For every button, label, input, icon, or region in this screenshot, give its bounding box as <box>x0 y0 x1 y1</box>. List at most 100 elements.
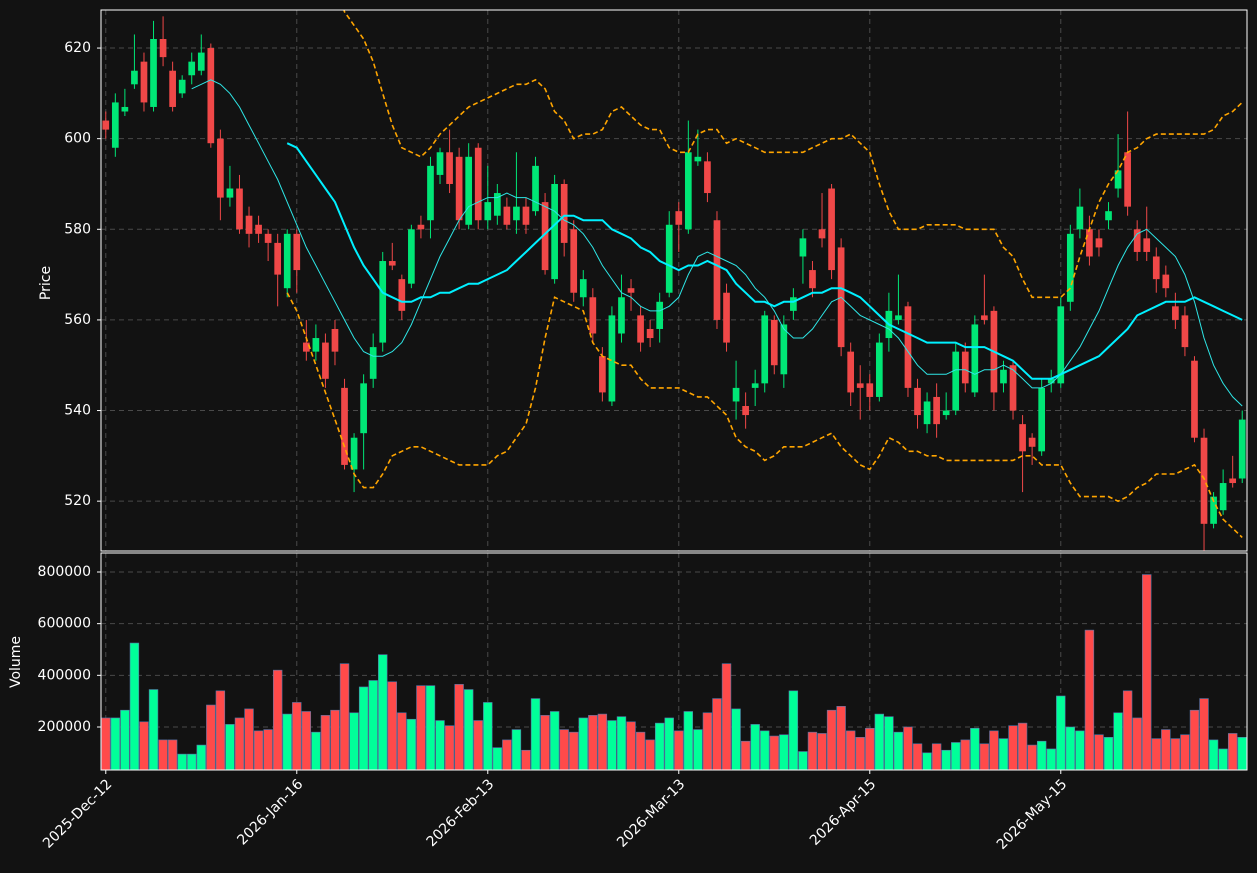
volume-bar <box>1084 629 1095 770</box>
volume-bar <box>1180 734 1190 770</box>
volume-bar <box>530 698 541 770</box>
volume-bar <box>1017 722 1028 770</box>
volume-bar <box>397 712 407 770</box>
candle-body <box>1143 238 1151 252</box>
volume-bar <box>549 711 560 770</box>
candle-body <box>293 233 301 271</box>
candle-body <box>560 183 568 243</box>
candle-body <box>1172 306 1179 320</box>
volume-bar <box>1189 709 1200 770</box>
candle-body <box>790 297 797 311</box>
candle-body <box>713 220 721 320</box>
volume-bar <box>378 654 388 770</box>
volume-bar <box>196 744 206 770</box>
candle-body <box>809 270 816 289</box>
volume-bar <box>664 717 674 770</box>
candle-body <box>474 147 482 221</box>
candle-body <box>637 315 644 343</box>
candle-body <box>1229 478 1237 484</box>
volume-bar <box>760 730 770 770</box>
volume-bar <box>1161 729 1171 770</box>
volume-bar <box>817 733 827 770</box>
volume-bar <box>845 730 856 770</box>
volume-bar <box>282 713 292 770</box>
candle-body <box>283 233 291 289</box>
candle-body <box>914 387 921 416</box>
candle-body <box>140 61 148 103</box>
volume-bar <box>960 739 970 770</box>
volume-bar <box>588 715 598 770</box>
volume-bar <box>1170 738 1181 770</box>
volume-bar <box>272 669 283 770</box>
candle-body <box>1210 496 1217 524</box>
candle-body <box>532 165 539 212</box>
volume-bar <box>750 724 760 770</box>
volume-bar <box>683 711 694 770</box>
volume-bar <box>349 712 359 770</box>
candle-body <box>751 383 759 388</box>
candle-body <box>111 102 119 148</box>
candle-body <box>1057 306 1065 384</box>
volume-bar <box>912 743 923 770</box>
volume-bar <box>674 730 684 770</box>
candle-body <box>1152 256 1160 280</box>
volume-bar <box>177 753 187 770</box>
candle-body <box>169 70 176 107</box>
candle-body <box>503 206 511 225</box>
volume-bar <box>444 725 455 770</box>
candle-body <box>1105 211 1112 221</box>
volume-bar <box>1036 740 1047 770</box>
volume-tick-label: 200000 <box>38 719 91 735</box>
volume-bar <box>597 713 608 770</box>
candle-body <box>627 288 635 293</box>
candle-body <box>541 202 549 271</box>
candle-body <box>350 437 358 470</box>
volume-bar <box>187 753 197 770</box>
volume-bar <box>1218 748 1228 770</box>
volume-bar <box>1008 725 1018 770</box>
candle-body <box>1047 378 1055 384</box>
candle-body <box>608 315 616 402</box>
candle-body <box>159 38 167 58</box>
candle-body <box>417 224 425 230</box>
candle-body <box>675 211 683 225</box>
volume-bar <box>215 690 226 770</box>
volume-bar <box>358 686 369 770</box>
candle-body <box>942 410 950 416</box>
candle-body <box>704 161 711 194</box>
candle-body <box>780 324 788 375</box>
overlay-line <box>286 142 1243 380</box>
candle-body <box>102 120 110 130</box>
price-frame <box>100 9 1248 552</box>
volume-bar <box>1065 726 1076 770</box>
volume-bar <box>167 739 178 770</box>
candle-body <box>207 48 215 144</box>
y-tick-label: 580 <box>64 221 91 237</box>
candle-body <box>1162 274 1170 289</box>
volume-bar <box>129 642 140 770</box>
volume-bar <box>721 663 732 770</box>
candle-body <box>1219 483 1227 511</box>
volume-tick-label: 400000 <box>38 667 91 683</box>
candle-body <box>369 347 377 379</box>
candle-body <box>1200 437 1208 524</box>
volume-bar <box>473 720 483 770</box>
volume-bar <box>559 729 569 770</box>
candle-body <box>217 138 224 198</box>
candle-body <box>131 70 138 85</box>
volume-bar <box>234 717 245 770</box>
candle-body <box>455 156 463 221</box>
candle-body <box>1095 238 1103 248</box>
volume-frame <box>100 552 1248 771</box>
y-tick-label: 520 <box>64 493 91 509</box>
candle-body <box>236 188 243 230</box>
volume-bar <box>492 747 503 770</box>
candle-body <box>1028 437 1036 447</box>
volume-bar <box>253 730 264 770</box>
volume-bar <box>292 702 302 770</box>
candle-body <box>1038 387 1046 452</box>
volume-bar <box>1056 695 1066 770</box>
candle-body <box>895 315 902 320</box>
volume-bar <box>158 739 168 770</box>
candle-body <box>446 152 453 184</box>
